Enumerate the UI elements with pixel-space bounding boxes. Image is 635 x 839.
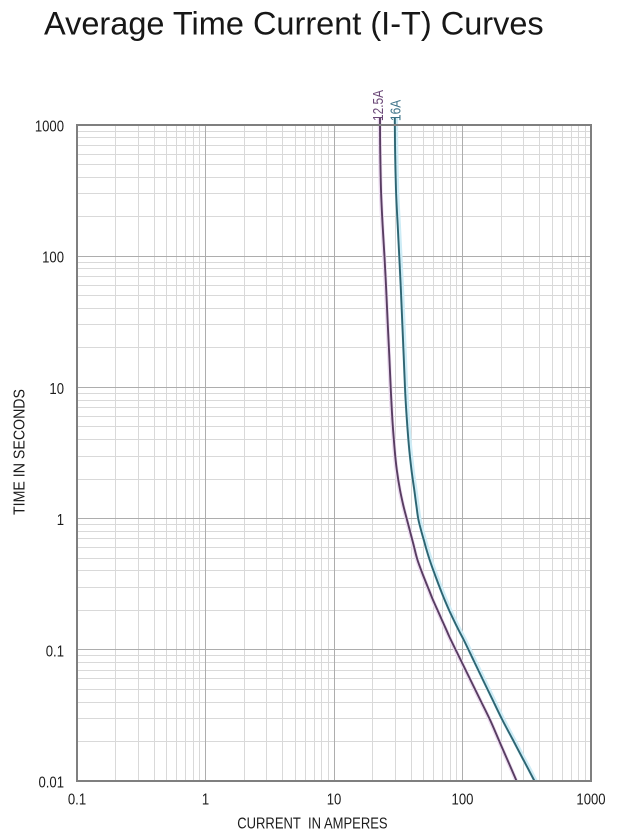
svg-text:1: 1 (57, 512, 64, 529)
svg-text:1: 1 (202, 791, 209, 808)
svg-text:12.5A: 12.5A (370, 90, 386, 121)
svg-text:0.1: 0.1 (46, 643, 64, 660)
svg-text:TIME IN SECONDS: TIME IN SECONDS (11, 389, 29, 515)
svg-text:100: 100 (42, 250, 64, 267)
svg-text:CURRENT IN AMPERES: CURRENT IN AMPERES (237, 815, 388, 833)
svg-text:Average Time Current (I-T) Cur: Average Time Current (I-T) Curves (44, 6, 544, 42)
svg-text:0.01: 0.01 (38, 774, 64, 791)
svg-text:10: 10 (327, 791, 342, 808)
svg-text:100: 100 (452, 791, 474, 808)
svg-text:1000: 1000 (35, 118, 64, 135)
svg-text:10: 10 (49, 381, 64, 398)
svg-text:1000: 1000 (576, 791, 605, 808)
svg-text:0.1: 0.1 (68, 791, 86, 808)
svg-text:16A: 16A (387, 100, 403, 121)
